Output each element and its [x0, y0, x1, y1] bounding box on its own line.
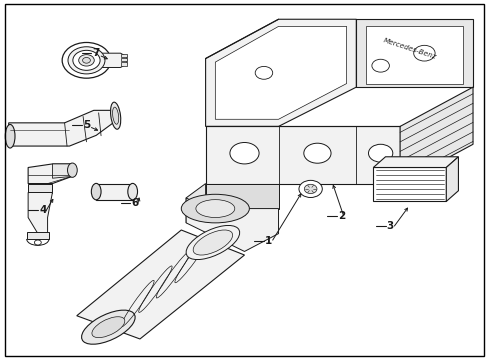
- Ellipse shape: [110, 102, 121, 129]
- Polygon shape: [186, 184, 205, 223]
- Polygon shape: [28, 184, 52, 193]
- Text: 2: 2: [337, 211, 345, 221]
- Ellipse shape: [34, 240, 41, 245]
- Ellipse shape: [82, 58, 90, 63]
- Ellipse shape: [413, 45, 434, 61]
- Ellipse shape: [181, 194, 249, 223]
- Text: 3: 3: [386, 221, 393, 231]
- Ellipse shape: [298, 180, 322, 198]
- Polygon shape: [28, 193, 52, 234]
- Polygon shape: [446, 157, 458, 202]
- Polygon shape: [120, 54, 126, 57]
- Ellipse shape: [92, 317, 124, 338]
- Ellipse shape: [91, 183, 101, 200]
- Ellipse shape: [68, 47, 105, 74]
- Ellipse shape: [303, 143, 330, 163]
- Polygon shape: [414, 158, 423, 167]
- Polygon shape: [52, 164, 72, 178]
- Polygon shape: [428, 158, 437, 167]
- Text: 6: 6: [131, 198, 139, 208]
- Ellipse shape: [81, 310, 135, 344]
- Polygon shape: [186, 198, 278, 251]
- Ellipse shape: [73, 50, 100, 70]
- Ellipse shape: [196, 200, 234, 217]
- Polygon shape: [205, 19, 356, 126]
- Polygon shape: [120, 58, 126, 62]
- Polygon shape: [205, 184, 278, 208]
- Ellipse shape: [186, 225, 239, 260]
- Polygon shape: [120, 63, 126, 66]
- Text: 5: 5: [82, 120, 90, 130]
- Ellipse shape: [371, 59, 388, 72]
- Polygon shape: [27, 232, 49, 239]
- Ellipse shape: [255, 66, 272, 79]
- Polygon shape: [399, 87, 472, 184]
- Text: 4: 4: [39, 205, 46, 215]
- Text: 1: 1: [264, 236, 272, 246]
- Ellipse shape: [79, 55, 94, 66]
- Polygon shape: [101, 53, 126, 67]
- Ellipse shape: [127, 183, 137, 200]
- Ellipse shape: [67, 163, 77, 177]
- Text: 7: 7: [92, 48, 100, 58]
- Ellipse shape: [62, 42, 111, 78]
- Text: Mercedes-Benz: Mercedes-Benz: [382, 37, 436, 60]
- Polygon shape: [366, 26, 462, 84]
- Polygon shape: [356, 19, 472, 87]
- Polygon shape: [77, 230, 244, 339]
- Polygon shape: [372, 167, 446, 202]
- Polygon shape: [205, 126, 399, 184]
- Polygon shape: [372, 157, 458, 167]
- Ellipse shape: [368, 144, 392, 162]
- Ellipse shape: [5, 125, 15, 148]
- Ellipse shape: [112, 107, 119, 124]
- Polygon shape: [96, 184, 132, 200]
- Ellipse shape: [229, 143, 259, 164]
- Polygon shape: [28, 164, 72, 184]
- Polygon shape: [215, 26, 346, 119]
- Ellipse shape: [304, 184, 316, 194]
- Ellipse shape: [193, 230, 232, 255]
- Polygon shape: [9, 111, 116, 146]
